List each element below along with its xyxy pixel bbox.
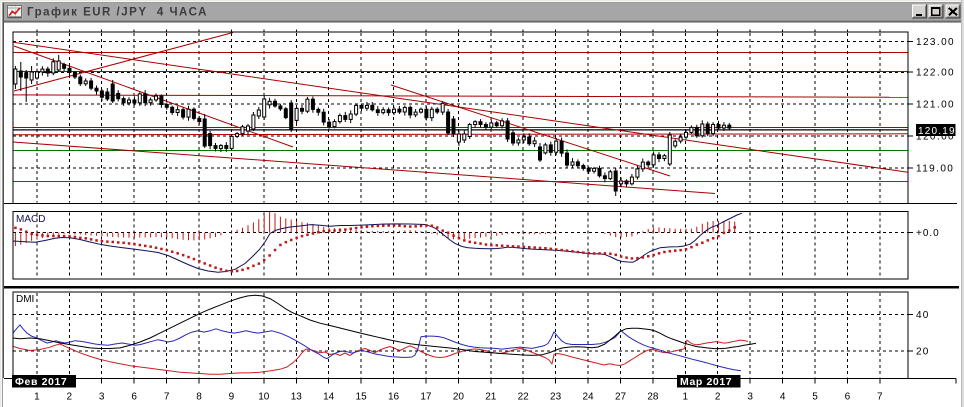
svg-text:13: 13 — [291, 392, 303, 403]
svg-text:1: 1 — [34, 392, 40, 403]
svg-text:119.00: 119.00 — [916, 164, 954, 175]
svg-text:121.00: 121.00 — [916, 100, 955, 111]
svg-text:8: 8 — [196, 392, 202, 403]
svg-text:21: 21 — [485, 392, 497, 403]
svg-text:MACD: MACD — [16, 214, 45, 225]
svg-text:DMI: DMI — [16, 294, 34, 305]
svg-text:123.00: 123.00 — [916, 37, 955, 48]
svg-text:24: 24 — [582, 392, 594, 403]
svg-text:7: 7 — [164, 392, 170, 403]
svg-text:3: 3 — [747, 392, 753, 403]
svg-text:График EUR /JPY 4 ЧАСА: График EUR /JPY 4 ЧАСА — [27, 7, 208, 19]
svg-text:9: 9 — [229, 392, 235, 403]
svg-text:16: 16 — [388, 392, 400, 403]
svg-text:Мар 2017: Мар 2017 — [680, 376, 732, 388]
svg-text:120.19: 120.19 — [918, 126, 956, 137]
svg-text:10: 10 — [258, 392, 270, 403]
svg-text:20: 20 — [916, 346, 930, 357]
svg-text:20: 20 — [453, 392, 465, 403]
svg-text:2: 2 — [67, 392, 73, 403]
svg-text:120.00: 120.00 — [916, 132, 955, 143]
svg-text:2: 2 — [715, 392, 721, 403]
svg-text:6: 6 — [131, 392, 137, 403]
svg-text:+0.0: +0.0 — [916, 228, 940, 239]
svg-text:17: 17 — [420, 392, 432, 403]
svg-text:23: 23 — [550, 392, 562, 403]
svg-text:7: 7 — [877, 392, 883, 403]
svg-text:6: 6 — [845, 392, 851, 403]
svg-text:5: 5 — [812, 392, 818, 403]
svg-text:1: 1 — [683, 392, 689, 403]
svg-text:28: 28 — [647, 392, 659, 403]
svg-text:14: 14 — [323, 392, 335, 403]
svg-text:3: 3 — [99, 392, 105, 403]
svg-text:22: 22 — [518, 392, 530, 403]
svg-text:Фев 2017: Фев 2017 — [15, 376, 67, 388]
svg-text:40: 40 — [916, 310, 930, 321]
svg-text:122.00: 122.00 — [916, 67, 955, 78]
svg-text:15: 15 — [356, 392, 368, 403]
svg-text:27: 27 — [615, 392, 627, 403]
svg-text:4: 4 — [780, 392, 786, 403]
